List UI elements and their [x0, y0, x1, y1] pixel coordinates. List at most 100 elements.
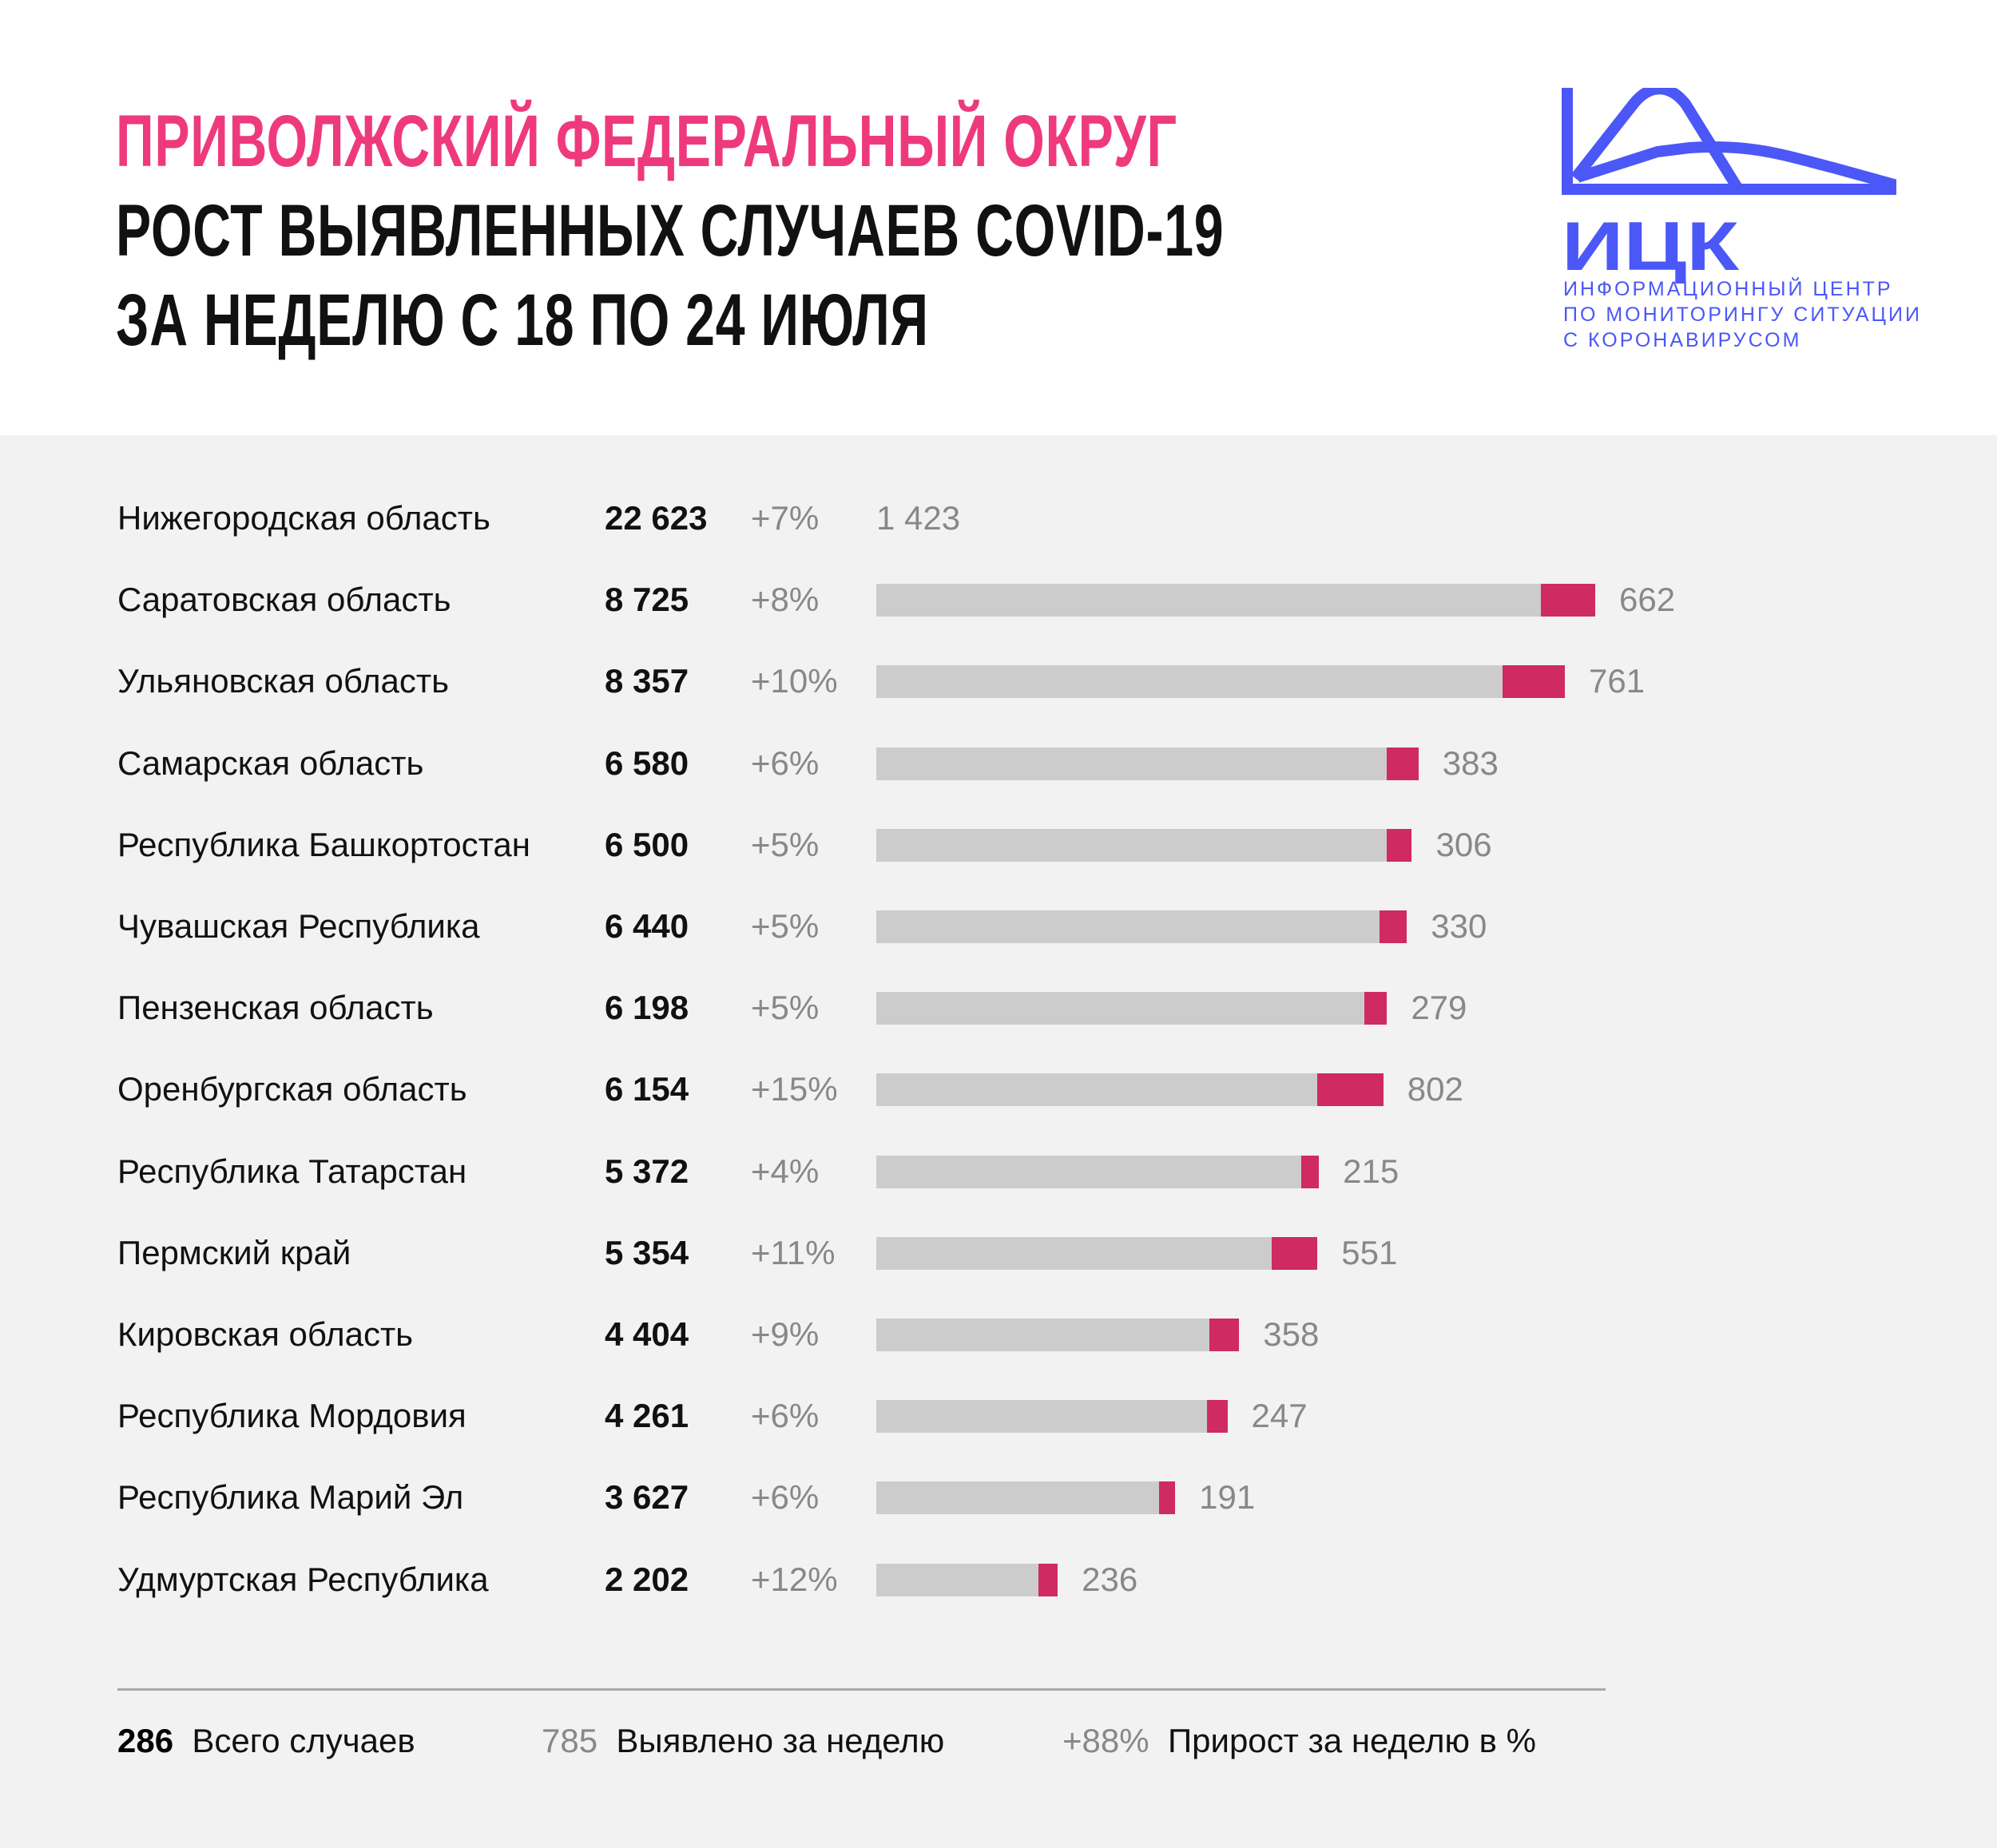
weekly-value: 279	[1411, 989, 1467, 1027]
legend-growth-label: Прирост за неделю в %	[1167, 1722, 1536, 1759]
bar-previous	[876, 1155, 1301, 1188]
weekly-value: 1 423	[876, 499, 961, 537]
bar-weekly	[1380, 910, 1407, 943]
growth-value: +15%	[751, 1070, 838, 1108]
region-name: Чувашская Республика	[117, 907, 480, 945]
table-row: Саратовская область 8 725 +8% 662	[0, 576, 1997, 624]
weekly-value: 358	[1263, 1315, 1320, 1353]
bar-weekly	[1364, 992, 1388, 1025]
weekly-value: 306	[1435, 825, 1492, 863]
total-value: 5 354	[605, 1233, 689, 1271]
bar-previous	[876, 1481, 1160, 1515]
bar-previous	[876, 910, 1380, 943]
weekly-value: 191	[1199, 1478, 1256, 1517]
table-row: Пензенская область 6 198 +5% 279	[0, 984, 1997, 1032]
bar-weekly	[1272, 1236, 1318, 1270]
legend-total-label: Всего случаев	[192, 1722, 415, 1759]
region-name: Саратовская область	[117, 581, 451, 619]
total-value: 6 154	[605, 1070, 689, 1108]
legend-growth: +88% Прирост за неделю в %	[1062, 1717, 1536, 1765]
region-name: Удмуртская Республика	[117, 1560, 489, 1598]
total-value: 6 198	[605, 989, 689, 1027]
legend-weekly-label: Выявлено за неделю	[616, 1722, 945, 1759]
table-row: Республика Марий Эл 3 627 +6% 191	[0, 1473, 1997, 1521]
growth-value: +11%	[751, 1233, 836, 1271]
total-value: 4 404	[605, 1315, 689, 1353]
region-name: Нижегородская область	[117, 499, 490, 537]
legend-divider	[117, 1688, 1606, 1691]
growth-value: +12%	[751, 1560, 838, 1598]
bar-weekly	[1317, 1073, 1384, 1107]
total-value: 6 440	[605, 907, 689, 945]
bar-previous	[876, 1319, 1210, 1351]
weekly-value: 215	[1343, 1152, 1399, 1190]
table-row: Самарская область 6 580 +6% 383	[0, 740, 1997, 787]
region-name: Республика Татарстан	[117, 1152, 467, 1190]
legend-total-sample: 286	[117, 1722, 174, 1759]
legend-weekly: 785 Выявлено за неделю	[542, 1717, 944, 1765]
bar-previous	[876, 1236, 1272, 1270]
weekly-value: 551	[1341, 1233, 1398, 1271]
chart-title: РОСТ ВЫЯВЛЕННЫХ СЛУЧАЕВ COVID-19	[116, 190, 1225, 272]
ick-logo-icon: ИЦК	[1562, 88, 1896, 285]
bar-weekly	[1207, 1400, 1228, 1434]
growth-value: +5%	[751, 907, 820, 945]
bar-weekly	[1159, 1481, 1176, 1515]
bar-weekly	[1387, 747, 1419, 780]
legend-weekly-sample: 785	[542, 1722, 598, 1759]
legend-growth-sample: +88%	[1062, 1722, 1149, 1759]
growth-value: +8%	[751, 581, 820, 619]
bar-previous	[876, 992, 1364, 1025]
growth-value: +5%	[751, 825, 820, 863]
bar-weekly	[1209, 1319, 1240, 1351]
legend-total: 286 Всего случаев	[117, 1717, 415, 1765]
region-name: Республика Башкортостан	[117, 825, 530, 863]
logo-abbr: ИЦК	[1562, 208, 1740, 285]
logo-line-1: ИНФОРМАЦИОННЫЙ ЦЕНТР	[1563, 278, 1893, 300]
table-row: Кировская область 4 404 +9% 358	[0, 1311, 1997, 1358]
region-name: Республика Мордовия	[117, 1397, 466, 1435]
bar-weekly	[1038, 1563, 1058, 1596]
total-value: 6 500	[605, 825, 689, 863]
chart-panel	[0, 435, 1997, 1848]
total-value: 22 623	[605, 499, 708, 537]
table-row: Пермский край 5 354 +11% 551	[0, 1229, 1997, 1277]
bar-previous	[876, 584, 1541, 617]
region-name: Оренбургская область	[117, 1070, 467, 1108]
table-row: Оренбургская область 6 154 +15% 802	[0, 1065, 1997, 1113]
table-row: Чувашская Республика 6 440 +5% 330	[0, 902, 1997, 950]
bar-previous	[876, 747, 1388, 780]
growth-value: +10%	[751, 662, 838, 700]
weekly-value: 236	[1082, 1560, 1138, 1598]
logo-line-2: ПО МОНИТОРИНГУ СИТУАЦИИ	[1563, 303, 1922, 326]
table-row: Республика Татарстан 5 372 +4% 215	[0, 1148, 1997, 1196]
total-value: 6 580	[605, 744, 689, 782]
bar-weekly	[1540, 584, 1595, 617]
chart-subtitle: ЗА НЕДЕЛЮ С 18 ПО 24 ИЮЛЯ	[116, 280, 929, 361]
table-row: Республика Мордовия 4 261 +6% 247	[0, 1392, 1997, 1440]
total-value: 8 357	[605, 662, 689, 700]
bar-previous	[876, 1400, 1208, 1434]
growth-value: +6%	[751, 1397, 820, 1435]
bar-previous	[876, 665, 1503, 699]
growth-value: +4%	[751, 1152, 820, 1190]
total-value: 3 627	[605, 1478, 689, 1517]
region-name: Самарская область	[117, 744, 424, 782]
weekly-value: 247	[1251, 1397, 1308, 1435]
total-value: 4 261	[605, 1397, 689, 1435]
region-name: Пензенская область	[117, 989, 434, 1027]
weekly-value: 662	[1619, 581, 1676, 619]
bar-previous	[876, 1073, 1318, 1107]
bar-weekly	[1502, 665, 1566, 699]
region-name: Пермский край	[117, 1233, 351, 1271]
region-name: Ульяновская область	[117, 662, 449, 700]
total-value: 2 202	[605, 1560, 689, 1598]
growth-value: +6%	[751, 1478, 820, 1517]
table-row: Нижегородская область 22 623 +7% 1 423	[0, 494, 1997, 542]
table-row: Ульяновская область 8 357 +10% 761	[0, 657, 1997, 705]
logo-line-3: С КОРОНАВИРУСОМ	[1563, 329, 1802, 351]
weekly-value: 761	[1589, 662, 1646, 700]
total-value: 5 372	[605, 1152, 689, 1190]
bar-previous	[876, 1563, 1038, 1596]
bar-weekly	[1300, 1155, 1320, 1188]
